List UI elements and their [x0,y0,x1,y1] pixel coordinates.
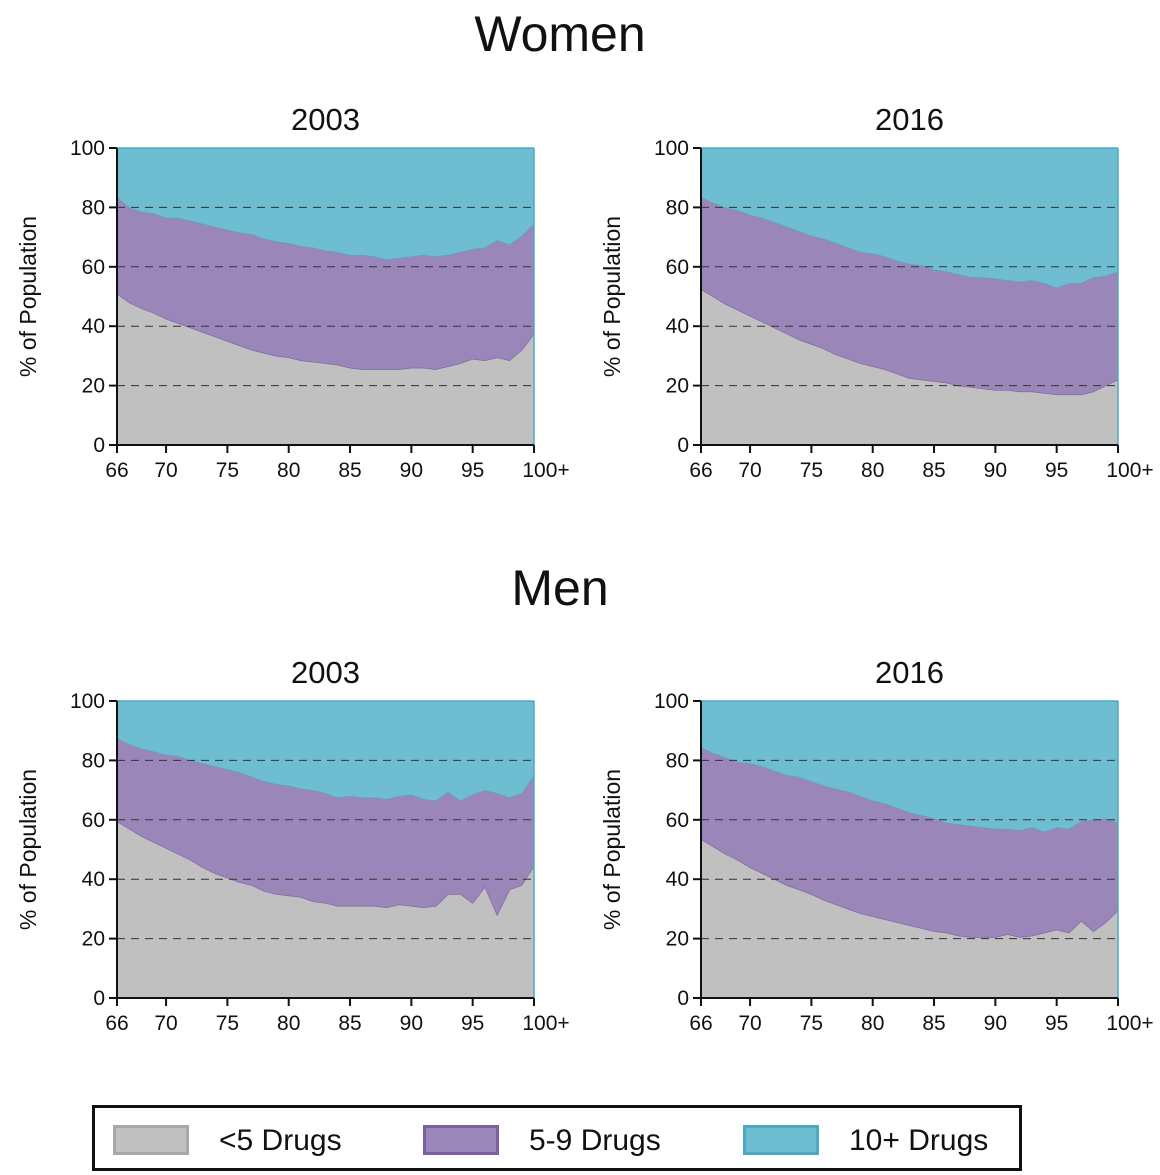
area-10-plus-drugs [701,701,1118,832]
x-tick-label: 80 [277,1012,300,1035]
area-10-plus-drugs [701,148,1118,288]
x-tick-label: 90 [984,1012,1007,1035]
y-tick-label: 60 [82,256,105,279]
x-tick-label: 90 [400,459,423,482]
y-tick-label: 0 [677,987,689,1010]
y-tick-label: 100 [654,690,689,713]
y-tick-label: 20 [666,928,689,951]
area-10-plus-drugs [117,148,534,260]
panel-title: 2003 [291,655,360,690]
legend-swatch-under-5-drugs [113,1125,189,1155]
y-tick-label: 80 [82,196,105,219]
y-tick-label: 40 [666,315,689,338]
y-tick-label: 40 [82,315,105,338]
legend-swatch-10-plus-drugs [743,1125,819,1155]
legend-label-10-plus-drugs: 10+ Drugs [849,1124,989,1157]
x-tick-label: 85 [922,1012,945,1035]
group-title-women: Women [474,6,646,62]
x-tick-label: 66 [689,459,712,482]
y-tick-label: 0 [677,434,689,457]
x-tick-label: 66 [105,1012,128,1035]
x-tick-label: 100+ [1106,1012,1153,1035]
y-tick-label: 40 [82,868,105,891]
chart-women-2016: 2016 0 20 40 60 80 100 66 70 75 80 85 90 95 100+ % of P… [599,102,1154,482]
x-tick-label: 90 [984,459,1007,482]
y-tick-label: 20 [82,928,105,951]
x-tick-label: 100+ [522,1012,569,1035]
y-tick-label: 60 [82,809,105,832]
y-tick-label: 40 [666,868,689,891]
area-10-plus-drugs [117,701,534,801]
x-tick-label: 80 [861,459,884,482]
y-axis-label: % of Population [15,769,41,930]
y-tick-label: 80 [82,749,105,772]
y-tick-label: 0 [93,987,105,1010]
x-tick-label: 85 [338,1012,361,1035]
y-tick-label: 80 [666,196,689,219]
x-tick-label: 66 [689,1012,712,1035]
area-5-9-drugs [117,738,534,915]
x-tick-label: 100+ [522,459,569,482]
x-tick-label: 80 [861,1012,884,1035]
x-tick-label: 70 [154,1012,177,1035]
y-tick-label: 0 [93,434,105,457]
y-axis-label: % of Population [15,216,41,377]
x-tick-label: 95 [461,459,484,482]
y-tick-label: 20 [82,375,105,398]
area-under-5-drugs [701,839,1118,998]
legend-label-5-9-drugs: 5-9 Drugs [529,1124,661,1157]
chart-legend: <5 Drugs 5-9 Drugs 10+ Drugs [92,1105,1022,1171]
x-tick-label: 95 [1045,1012,1068,1035]
chart-men-2016: 2016 0 20 40 60 80 100 66 70 75 80 85 90 95 100+ % of P… [599,655,1154,1035]
x-tick-label: 85 [338,459,361,482]
y-tick-label: 100 [70,690,105,713]
x-tick-label: 66 [105,459,128,482]
x-tick-label: 75 [216,459,239,482]
legend-swatch-5-9-drugs [423,1125,499,1155]
y-tick-label: 60 [666,256,689,279]
group-title-men: Men [511,560,609,616]
x-tick-label: 75 [800,1012,823,1035]
x-tick-label: 75 [216,1012,239,1035]
x-tick-label: 100+ [1106,459,1153,482]
x-tick-label: 70 [154,459,177,482]
x-tick-label: 90 [400,1012,423,1035]
y-tick-label: 20 [666,375,689,398]
x-tick-label: 80 [277,459,300,482]
area-under-5-drugs [117,821,534,998]
area-under-5-drugs [117,293,534,445]
panel-title: 2003 [291,102,360,137]
area-5-9-drugs [701,747,1118,938]
x-tick-label: 70 [738,1012,761,1035]
x-tick-label: 75 [800,459,823,482]
x-tick-label: 95 [1045,459,1068,482]
area-under-5-drugs [701,289,1118,445]
panel-title: 2016 [875,102,944,137]
y-tick-label: 100 [654,137,689,160]
x-tick-label: 70 [738,459,761,482]
y-axis-label: % of Population [599,769,625,930]
y-tick-label: 100 [70,137,105,160]
chart-men-2003: 2003 0 20 40 60 80 100 66 70 75 80 85 90 95 100+ % of P… [15,655,570,1035]
x-tick-label: 85 [922,459,945,482]
chart-women-2003: 2003 0 20 40 60 80 100 66 70 75 80 85 90 95 100+ % of P… [15,102,570,482]
legend-label-under-5-drugs: <5 Drugs [219,1124,342,1157]
y-tick-label: 80 [666,749,689,772]
y-tick-label: 60 [666,809,689,832]
area-5-9-drugs [701,197,1118,395]
x-tick-label: 95 [461,1012,484,1035]
panel-title: 2016 [875,655,944,690]
y-axis-label: % of Population [599,216,625,377]
